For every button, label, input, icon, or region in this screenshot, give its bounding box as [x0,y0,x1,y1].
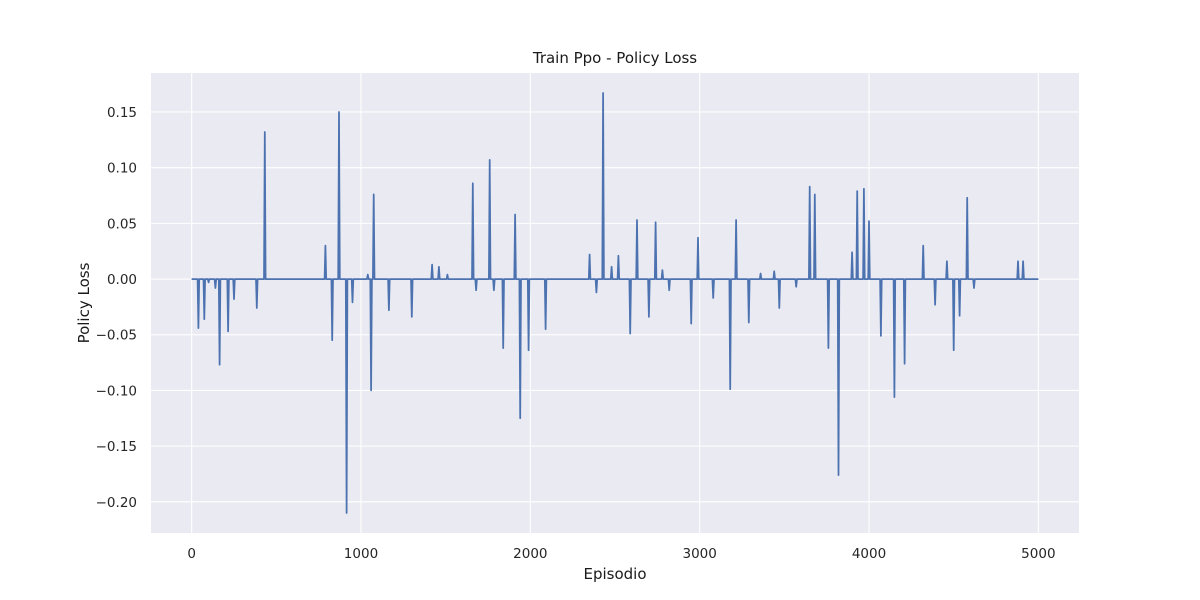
y-tick-label: −0.05 [96,328,137,344]
x-axis: 0 1000 2000 3000 4000 5000 [187,546,1055,562]
plot-area [151,73,1079,533]
y-tick-label: 0.10 [107,161,137,177]
x-tick-label: 3000 [682,546,716,562]
x-tick-label: 0 [187,546,196,562]
chart-title: Train Ppo - Policy Loss [532,49,697,67]
y-tick-label: 0.15 [107,105,137,121]
y-tick-label: 0.00 [107,272,137,288]
x-tick-label: 4000 [852,546,886,562]
series-line-policy-loss [191,92,1039,514]
x-tick-label: 5000 [1021,546,1055,562]
x-axis-label: Episodio [583,565,646,583]
y-axis: −0.20 −0.15 −0.10 −0.05 0.00 0.05 0.10 0.15 [96,105,137,511]
y-tick-label: −0.20 [96,495,137,511]
y-tick-label: 0.05 [107,216,137,232]
y-tick-label: −0.10 [96,383,137,399]
y-axis-label: Policy Loss [75,262,93,343]
x-tick-label: 1000 [344,546,378,562]
x-tick-label: 2000 [513,546,547,562]
y-tick-label: −0.15 [96,439,137,455]
